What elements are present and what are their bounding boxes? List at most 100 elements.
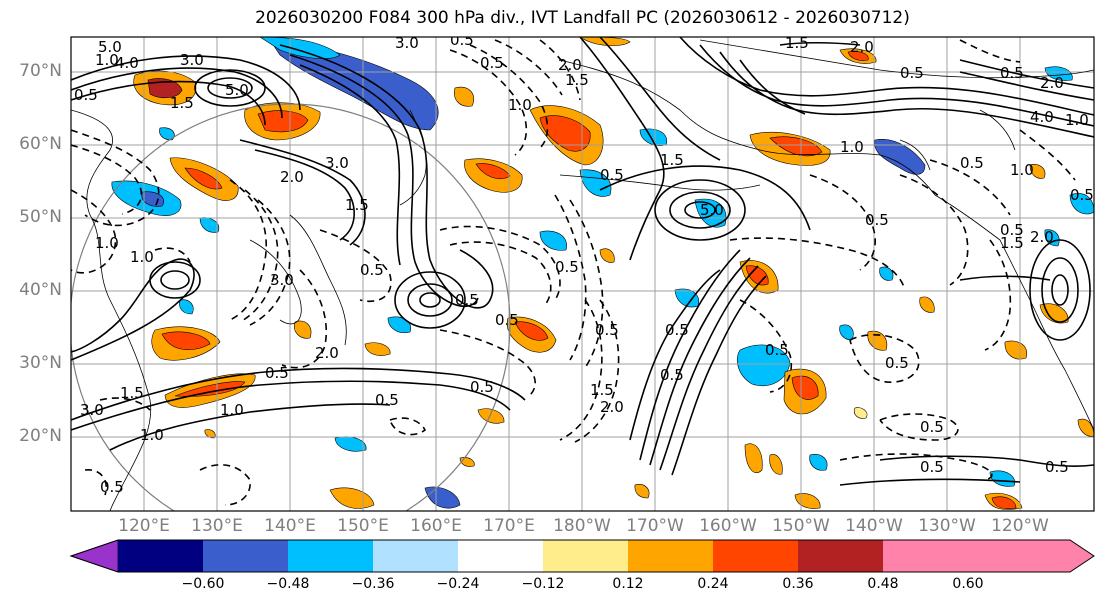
colorbar-box [458, 540, 543, 572]
contour-label: 0.5 [375, 391, 399, 409]
shade-patch [879, 266, 894, 281]
colorbar-tick-label: −0.48 [266, 576, 310, 592]
shade-patch [454, 86, 475, 107]
contour-line [879, 413, 959, 441]
shade-patch [1044, 229, 1060, 247]
contour-label: 0.5 [865, 211, 889, 229]
contour-line [239, 189, 279, 323]
lon-label: 140°W [845, 516, 903, 536]
contour-line [289, 54, 479, 308]
contour-label: 3.0 [325, 154, 349, 172]
contour-label: 0.5 [470, 378, 494, 396]
contour-label: 0.5 [1000, 64, 1024, 82]
shade-patch [847, 51, 869, 61]
contour-line [154, 247, 191, 263]
contour-line [109, 403, 391, 451]
contour-line [849, 334, 920, 383]
colorbar-tick-label: 0.12 [612, 576, 644, 592]
lon-label: 130°W [918, 516, 976, 536]
colorbar-tick-label: −0.36 [351, 576, 395, 592]
contour-line [469, 44, 549, 149]
shade-patch [387, 316, 412, 333]
contour-label: 2.0 [280, 168, 304, 186]
shade-patch [514, 321, 549, 341]
contour-label: 2.0 [1030, 228, 1054, 246]
colorbar-tick-label: −0.60 [181, 576, 225, 592]
colorbar-box [288, 540, 373, 572]
shade-patch [364, 342, 391, 356]
contour-line [407, 283, 453, 317]
contour-line [684, 201, 716, 219]
lat-label: 40°N [19, 280, 62, 300]
colorbar-tick-label: 0.60 [952, 576, 984, 592]
contour-label: 1.0 [95, 51, 119, 69]
contour-line [654, 179, 746, 241]
contour-line [71, 55, 301, 111]
contour-line [739, 59, 806, 115]
colorbar-box [628, 540, 713, 572]
shade-patch [919, 296, 935, 313]
contour-label: 1.5 [565, 71, 589, 89]
shade-patch [853, 407, 868, 419]
lon-label: 180°W [553, 516, 611, 536]
contour-line [449, 241, 552, 306]
contour-line [439, 329, 536, 396]
shade-patch [989, 470, 1016, 487]
colorbar-box [968, 540, 1070, 572]
contour-line [669, 191, 731, 229]
lon-label: 150°E [337, 516, 389, 536]
colorbar-box [118, 540, 203, 572]
contour-label: 4.0 [1030, 108, 1054, 126]
lat-label: 50°N [19, 207, 62, 227]
contour-line [71, 367, 526, 421]
coastline-arctic [699, 39, 1094, 79]
graticule [71, 37, 1094, 511]
contour-label: 0.5 [600, 166, 624, 184]
contour-line [71, 129, 160, 227]
lon-label: 120°E [118, 516, 170, 536]
contour-line [899, 174, 969, 286]
shade-patch [634, 484, 650, 499]
contour-line [389, 417, 427, 436]
contour-label: 1.5 [590, 381, 614, 399]
contour-label-group: 5.0 4.0 3.0 5.0 1.5 1.0 0.5 3.0 2.0 1.5 … [74, 37, 1094, 496]
contour-label: 2.0 [1040, 74, 1064, 92]
contour-line [559, 299, 603, 441]
lon-label: 160°W [699, 516, 757, 536]
contour-line [160, 270, 190, 290]
contour-label: 1.0 [840, 138, 864, 156]
contour-label: 1.5 [1000, 234, 1024, 252]
contour-line [239, 139, 366, 246]
contour-line [1029, 239, 1091, 341]
coastline-asia [71, 109, 152, 511]
shade-patch [147, 78, 183, 99]
colorbar-tick-label: 0.24 [697, 576, 729, 592]
contour-label: 5.0 [700, 201, 724, 219]
contour-line [599, 37, 721, 161]
shade-patch [694, 198, 727, 228]
contour-line [84, 469, 107, 496]
contour-line [929, 159, 1011, 216]
contour-label: 0.5 [665, 321, 689, 339]
contour-label: 0.5 [480, 54, 504, 72]
contour-line [699, 44, 1094, 127]
lat-label: 20°N [19, 426, 62, 446]
contour-label: 0.5 [900, 64, 924, 82]
contour-label: 1.0 [95, 234, 119, 252]
shade-patch [1077, 418, 1094, 437]
contour-label: 2.0 [600, 398, 624, 416]
lon-label: 150°W [772, 516, 830, 536]
contour-line [719, 51, 1094, 138]
shade-patch [477, 408, 505, 424]
contour-label: 0.5 [765, 341, 789, 359]
coastline-islands [899, 109, 1016, 171]
contour-line [579, 37, 665, 261]
contour-line [649, 257, 751, 466]
coastline-aleutians [559, 174, 761, 191]
contour-line [659, 265, 759, 471]
contour-line [629, 269, 721, 441]
lon-label: 160°E [410, 516, 462, 536]
contour-label: 0.5 [660, 366, 684, 384]
contour-line [959, 71, 1094, 101]
contour-label: 1.5 [170, 94, 194, 112]
